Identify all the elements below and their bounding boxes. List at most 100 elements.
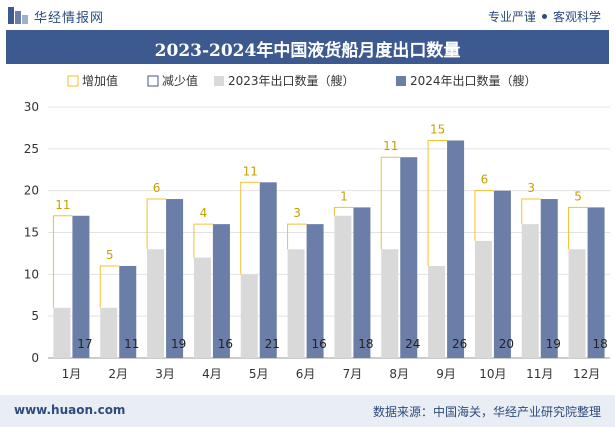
bar-2023 (147, 249, 165, 358)
value-label-2024: 18 (358, 337, 373, 351)
increase-bracket (52, 215, 73, 308)
bar-2024 (212, 224, 230, 358)
x-tick-label: 1月 (62, 367, 82, 381)
bar-2024 (353, 207, 371, 358)
top-bar: 华经情报网 专业严谨 客观科学 (0, 0, 615, 30)
legend-label-increase: 增加值 (82, 73, 118, 88)
y-tick-label: 25 (24, 142, 39, 156)
increase-bracket (146, 198, 167, 250)
change-label: 11 (55, 198, 70, 212)
value-label-2024: 24 (405, 337, 420, 351)
footer-bar: www.huaon.com 数据来源：中国海关，华经产业研究院整理 (0, 395, 615, 427)
header-tags: 专业严谨 客观科学 (488, 8, 601, 25)
bar-2023 (521, 224, 539, 358)
change-label: 11 (243, 164, 258, 178)
footer-website: www.huaon.com (14, 403, 126, 417)
separator-dot-icon (541, 14, 547, 19)
y-tick-label: 10 (24, 267, 39, 281)
brand-name: 华经情报网 (34, 11, 105, 26)
bar-2023 (381, 249, 399, 358)
value-label-2024: 21 (265, 337, 280, 351)
bar-2024 (259, 182, 277, 358)
legend-swatch-increase (67, 75, 79, 87)
bar-2024 (306, 224, 324, 358)
increase-bracket (380, 156, 401, 250)
bar-2023 (100, 307, 118, 358)
legend-swatch-decrease (147, 75, 159, 87)
y-tick-label: 30 (24, 100, 39, 114)
x-tick-label: 7月 (343, 367, 363, 381)
bar-2023 (474, 240, 492, 358)
value-label-2024: 17 (77, 337, 92, 351)
bar-2023 (53, 307, 71, 358)
value-label-2024: 16 (311, 337, 326, 351)
value-label-2024: 18 (592, 337, 607, 351)
x-tick-label: 2月 (108, 367, 128, 381)
x-tick-label: 5月 (249, 367, 269, 381)
x-tick-label: 6月 (296, 367, 316, 381)
bar-chart: 增加值 减少值 2023年出口数量（艘） 2024年出口数量（艘）0510152025… (24, 73, 610, 381)
bar-2023 (334, 215, 352, 358)
bar-2024 (493, 190, 511, 358)
increase-bracket (287, 223, 307, 250)
value-label-2024: 16 (218, 337, 233, 351)
y-tick-label: 20 (24, 184, 39, 198)
bar-2023 (193, 257, 211, 358)
value-label-2024: 20 (499, 337, 514, 351)
legend-swatch-2023 (214, 76, 224, 86)
footer-source: 数据来源：中国海关，华经产业研究院整理 (372, 405, 601, 419)
bar-2023 (428, 265, 446, 358)
bar-2024 (540, 199, 558, 358)
bar-2023 (287, 249, 305, 358)
change-label: 11 (383, 139, 398, 153)
increase-bracket (474, 190, 494, 241)
x-tick-label: 9月 (436, 367, 456, 381)
change-label: 1 (340, 189, 348, 203)
y-tick-label: 5 (31, 309, 39, 323)
bar-2024 (72, 215, 90, 358)
x-tick-label: 8月 (389, 367, 409, 381)
change-label: 5 (106, 248, 114, 262)
bar-2024 (119, 265, 137, 358)
change-label: 3 (527, 181, 535, 195)
change-label: 3 (293, 206, 301, 220)
change-label: 5 (574, 189, 582, 203)
tag-professional: 专业严谨 (487, 10, 536, 24)
x-tick-label: 10月 (479, 367, 506, 381)
value-label-2024: 19 (546, 337, 561, 351)
x-tick-label: 3月 (155, 367, 175, 381)
increase-bracket (193, 223, 213, 258)
value-label-2024: 11 (124, 337, 139, 351)
chart-title: 2023-2024年中国液货船月度出口数量 (154, 41, 461, 61)
bar-2024 (166, 199, 184, 358)
bar-2024 (400, 157, 418, 358)
increase-bracket (521, 198, 541, 225)
value-label-2024: 19 (171, 337, 186, 351)
increase-bracket (333, 206, 354, 216)
change-label: 6 (481, 173, 489, 187)
legend-label-decrease: 减少值 (162, 73, 198, 88)
legend-label-2024: 2024年出口数量（艘） (410, 73, 537, 88)
increase-bracket (99, 265, 120, 308)
increase-bracket (568, 206, 588, 250)
huajing-logo-icon (8, 7, 28, 24)
change-label: 4 (200, 206, 208, 220)
title-bar: 2023-2024年中国液货船月度出口数量 (6, 30, 609, 64)
increase-bracket (427, 139, 448, 266)
y-tick-label: 0 (31, 351, 39, 365)
bar-2024 (447, 140, 465, 358)
tag-objective: 客观科学 (552, 10, 601, 24)
bar-2024 (587, 207, 605, 358)
x-tick-label: 12月 (573, 367, 600, 381)
change-label: 6 (153, 181, 161, 195)
bar-2023 (568, 249, 586, 358)
x-tick-label: 11月 (526, 367, 553, 381)
value-label-2024: 26 (452, 337, 467, 351)
change-label: 15 (430, 122, 445, 136)
legend-label-2023: 2023年出口数量（艘） (228, 73, 355, 88)
bar-2023 (240, 274, 258, 358)
legend-swatch-2024 (396, 76, 406, 86)
increase-bracket (240, 181, 260, 275)
x-tick-label: 4月 (202, 367, 222, 381)
y-tick-label: 15 (24, 226, 39, 240)
